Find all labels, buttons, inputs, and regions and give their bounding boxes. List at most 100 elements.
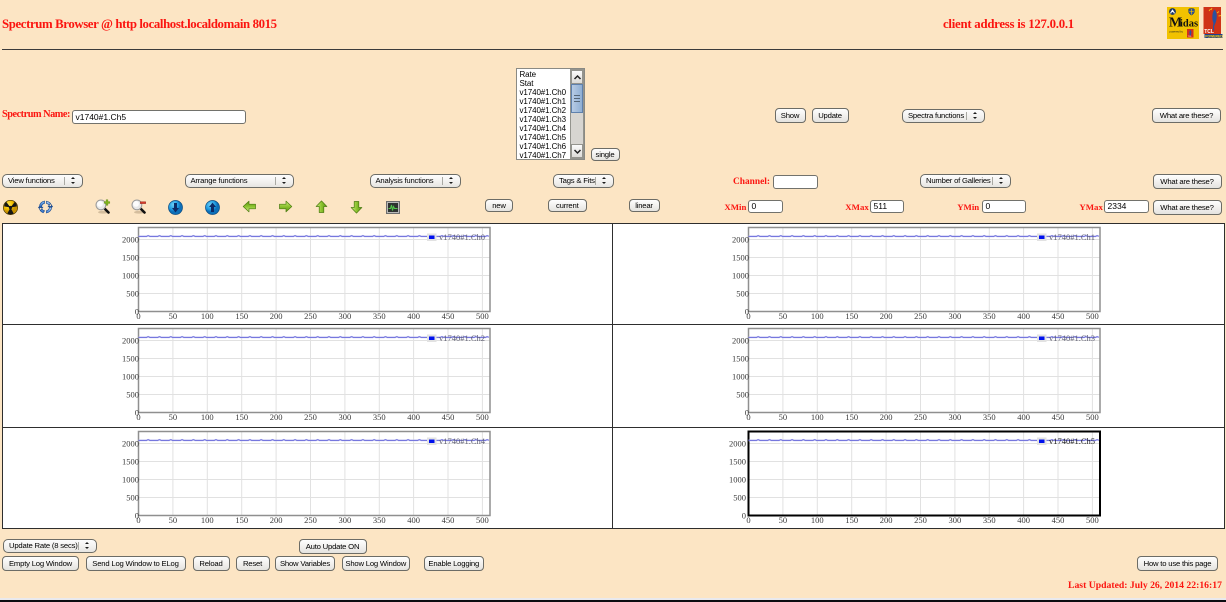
svg-text:2000: 2000 (122, 235, 139, 245)
svg-text:1000: 1000 (732, 271, 749, 281)
svg-text:1000: 1000 (122, 271, 139, 281)
svg-text:v1740#1.Ch2: v1740#1.Ch2 (439, 333, 485, 343)
svg-text:350: 350 (983, 515, 996, 525)
svg-text:1000: 1000 (122, 475, 139, 485)
svg-text:M: M (1169, 16, 1182, 31)
svg-text:v1740#1.Ch3: v1740#1.Ch3 (1049, 333, 1095, 343)
svg-text:1500: 1500 (732, 253, 749, 263)
svg-text:350: 350 (373, 412, 386, 422)
svg-text:powered by: powered by (1170, 30, 1184, 34)
svg-text:2000: 2000 (732, 336, 749, 346)
svg-text:150: 150 (845, 412, 858, 422)
svg-text:100: 100 (811, 412, 824, 422)
svg-text:300: 300 (949, 412, 962, 422)
svg-text:TCL: TCL (1204, 29, 1214, 35)
svg-text:500: 500 (733, 493, 746, 503)
svg-text:50: 50 (779, 412, 788, 422)
svg-text:500: 500 (1086, 311, 1099, 321)
svg-text:2000: 2000 (122, 439, 139, 449)
svg-text:v1740#1.Ch0: v1740#1.Ch0 (439, 232, 485, 242)
svg-text:450: 450 (442, 311, 455, 321)
svg-text:150: 150 (845, 311, 858, 321)
svg-text:200: 200 (880, 412, 893, 422)
svg-text:1500: 1500 (732, 354, 749, 364)
svg-text:200: 200 (880, 311, 893, 321)
svg-text:400: 400 (1017, 515, 1030, 525)
svg-text:500: 500 (126, 493, 139, 503)
svg-text:300: 300 (949, 311, 962, 321)
svg-text:400: 400 (407, 311, 420, 321)
svg-text:500: 500 (1086, 412, 1099, 422)
svg-text:1500: 1500 (729, 457, 746, 467)
svg-text:350: 350 (373, 311, 386, 321)
svg-text:200: 200 (270, 311, 283, 321)
svg-text:0: 0 (136, 412, 140, 422)
svg-text:50: 50 (169, 515, 178, 525)
svg-text:500: 500 (736, 289, 749, 299)
svg-text:100: 100 (811, 311, 824, 321)
svg-text:0: 0 (746, 311, 750, 321)
svg-text:450: 450 (1052, 412, 1065, 422)
svg-text:400: 400 (407, 412, 420, 422)
svg-text:100: 100 (201, 311, 214, 321)
svg-text:v1740#1.Ch5: v1740#1.Ch5 (1049, 436, 1095, 446)
svg-text:0: 0 (745, 408, 749, 418)
svg-text:1000: 1000 (729, 475, 746, 485)
svg-text:350: 350 (983, 412, 996, 422)
svg-text:1500: 1500 (122, 457, 139, 467)
svg-text:2000: 2000 (732, 235, 749, 245)
svg-text:1500: 1500 (122, 354, 139, 364)
svg-text:100: 100 (201, 412, 214, 422)
svg-text:0: 0 (746, 515, 750, 525)
svg-text:500: 500 (476, 412, 489, 422)
svg-text:200: 200 (270, 515, 283, 525)
svg-text:300: 300 (339, 515, 352, 525)
svg-text:50: 50 (779, 311, 788, 321)
svg-text:500: 500 (1086, 515, 1099, 525)
svg-text:0: 0 (746, 412, 750, 422)
svg-text:450: 450 (442, 412, 455, 422)
svg-text:1000: 1000 (732, 372, 749, 382)
svg-text:0: 0 (742, 511, 746, 521)
svg-text:450: 450 (1052, 311, 1065, 321)
svg-text:0: 0 (745, 307, 749, 317)
svg-text:0: 0 (135, 511, 139, 521)
svg-text:50: 50 (169, 311, 178, 321)
svg-text:2000: 2000 (729, 439, 746, 449)
svg-text:0: 0 (136, 311, 140, 321)
svg-text:1500: 1500 (122, 253, 139, 263)
svg-text:500: 500 (476, 311, 489, 321)
svg-text:500: 500 (126, 289, 139, 299)
svg-text:400: 400 (1017, 412, 1030, 422)
svg-text:POWERED: POWERED (1205, 34, 1223, 38)
svg-text:idas: idas (1180, 19, 1198, 30)
svg-text:0: 0 (135, 307, 139, 317)
svg-text:300: 300 (339, 311, 352, 321)
svg-text:200: 200 (270, 412, 283, 422)
svg-text:400: 400 (407, 515, 420, 525)
svg-text:2000: 2000 (122, 336, 139, 346)
svg-text:100: 100 (811, 515, 824, 525)
svg-text:0: 0 (136, 515, 140, 525)
svg-text:500: 500 (736, 390, 749, 400)
svg-text:100: 100 (201, 515, 214, 525)
svg-text:v1740#1.Ch1: v1740#1.Ch1 (1049, 232, 1095, 242)
svg-text:300: 300 (949, 515, 962, 525)
svg-text:150: 150 (845, 515, 858, 525)
svg-text:250: 250 (304, 412, 317, 422)
svg-text:300: 300 (339, 412, 352, 422)
svg-text:500: 500 (126, 390, 139, 400)
svg-text:50: 50 (779, 515, 788, 525)
svg-text:150: 150 (235, 311, 248, 321)
svg-text:450: 450 (442, 515, 455, 525)
svg-text:250: 250 (304, 515, 317, 525)
svg-text:350: 350 (373, 515, 386, 525)
svg-text:150: 150 (235, 515, 248, 525)
svg-text:250: 250 (914, 412, 927, 422)
svg-text:50: 50 (169, 412, 178, 422)
svg-text:450: 450 (1052, 515, 1065, 525)
svg-text:500: 500 (476, 515, 489, 525)
svg-text:TCL: TCL (1188, 36, 1193, 38)
svg-text:200: 200 (880, 515, 893, 525)
svg-text:150: 150 (235, 412, 248, 422)
